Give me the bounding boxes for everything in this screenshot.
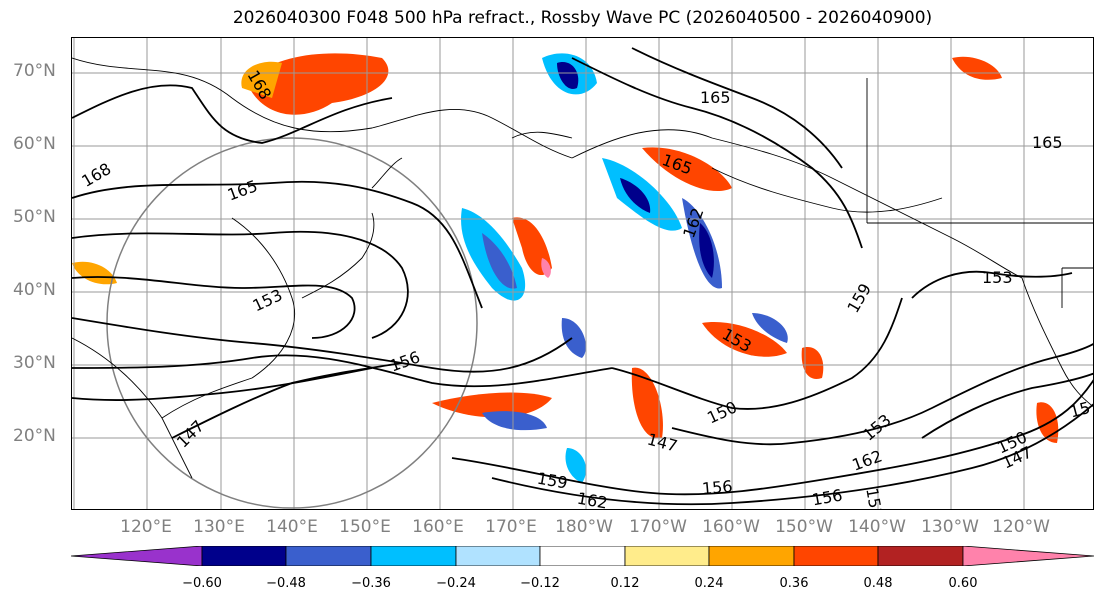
map-canvas: 165 168 168 165 165 162 153 153 159 153 …	[72, 38, 1093, 510]
lon-label: 120°W	[992, 517, 1050, 537]
colorbar-cell	[455, 546, 541, 566]
shaded-region-positive	[541, 258, 551, 278]
contour-label: 156	[701, 477, 733, 499]
map-panel: 165 168 168 165 165 162 153 153 159 153 …	[71, 37, 1094, 510]
shaded-region-positive	[702, 322, 787, 357]
contour-label: 165	[1032, 133, 1063, 152]
colorbar-tick-label: −0.12	[520, 576, 560, 591]
lon-label: 120°E	[120, 517, 172, 537]
contour-label: 156	[387, 347, 422, 375]
shaded-region-positive	[952, 56, 1002, 80]
contour-label: 159	[843, 280, 875, 316]
contour-label: 156	[810, 485, 843, 509]
colorbar-cells	[71, 546, 1094, 566]
lon-label: 150°W	[775, 517, 833, 537]
shaded-region-positive	[432, 392, 552, 418]
shaded-region-negative	[699, 223, 714, 278]
lon-label: 160°W	[702, 517, 760, 537]
colorbar-cell	[708, 546, 795, 566]
lon-label: 140°W	[848, 517, 906, 537]
map-title: 2026040300 F048 500 hPa refract., Rossby…	[232, 8, 933, 28]
contour-label: 153	[982, 268, 1013, 287]
contour-label: 153	[859, 410, 895, 444]
colorbar-tick-label: 0.48	[863, 576, 893, 591]
colorbar-tick-label: 0.60	[948, 576, 978, 591]
shading-layer	[72, 53, 1059, 483]
shaded-region-negative	[482, 233, 517, 289]
colorbar-cell	[201, 546, 287, 566]
colorbar-cell	[793, 546, 879, 566]
reference-circle	[106, 137, 478, 509]
shaded-region-negative	[620, 178, 651, 213]
shaded-region-positive	[241, 61, 282, 98]
shaded-region-negative	[752, 313, 788, 343]
contour-label: 153	[250, 285, 286, 315]
lat-label: 60°N	[13, 134, 56, 154]
contour-label: 147	[645, 429, 679, 455]
shaded-region-positive	[72, 261, 117, 285]
lon-label: 160°E	[412, 517, 464, 537]
colorbar-tick-label: −0.48	[266, 576, 306, 591]
lon-label: 180°W	[555, 517, 613, 537]
colorbar-tick-label: −0.24	[436, 576, 476, 591]
lat-label: 70°N	[13, 61, 56, 81]
colorbar-tick-label: 0.12	[610, 576, 640, 591]
shaded-region-negative	[561, 318, 586, 358]
contour-label: 153	[862, 486, 886, 510]
lon-label: 150°E	[339, 517, 391, 537]
contour-label: 165	[660, 150, 695, 178]
lat-lon-grid	[72, 38, 1093, 509]
shaded-region-positive	[631, 367, 663, 439]
lon-label: 170°W	[629, 517, 687, 537]
colorbar-cell	[877, 546, 964, 566]
contour-label: 162	[576, 489, 609, 510]
colorbar-cell	[370, 546, 457, 566]
contour-label: 168	[78, 159, 114, 191]
lat-label: 30°N	[13, 353, 56, 373]
lat-label: 50°N	[13, 207, 56, 227]
lon-label: 130°W	[921, 517, 979, 537]
shaded-region-positive	[801, 347, 824, 379]
shaded-region-positive	[642, 147, 732, 192]
colorbar-tick-label: −0.60	[182, 576, 222, 591]
contour-lines	[72, 47, 1093, 506]
lon-label: 140°E	[266, 517, 318, 537]
lat-label: 40°N	[13, 280, 56, 300]
colorbar-cell	[71, 546, 203, 566]
colorbar-cell	[539, 546, 626, 566]
shaded-region-negative	[482, 411, 547, 431]
shaded-region-positive	[247, 53, 389, 115]
contour-label: 165	[225, 176, 260, 204]
colorbar-tick-label: 0.24	[694, 576, 724, 591]
shaded-region-negative	[557, 62, 579, 89]
contour-label: 147	[173, 416, 208, 451]
colorbar-tick-label: 0.36	[779, 576, 809, 591]
colorbar-cell	[962, 546, 1094, 566]
coastlines	[72, 57, 1093, 479]
contour-label: 165	[700, 88, 731, 107]
lon-label: 130°E	[193, 517, 245, 537]
colorbar-cell	[285, 546, 372, 566]
lon-label: 170°E	[485, 517, 537, 537]
colorbar-tick-label: −0.36	[351, 576, 391, 591]
colorbar	[71, 546, 1094, 566]
shaded-region-negative	[565, 448, 587, 483]
lat-label: 20°N	[13, 426, 56, 446]
colorbar-cell	[624, 546, 710, 566]
contour-label: 15	[1068, 398, 1093, 422]
